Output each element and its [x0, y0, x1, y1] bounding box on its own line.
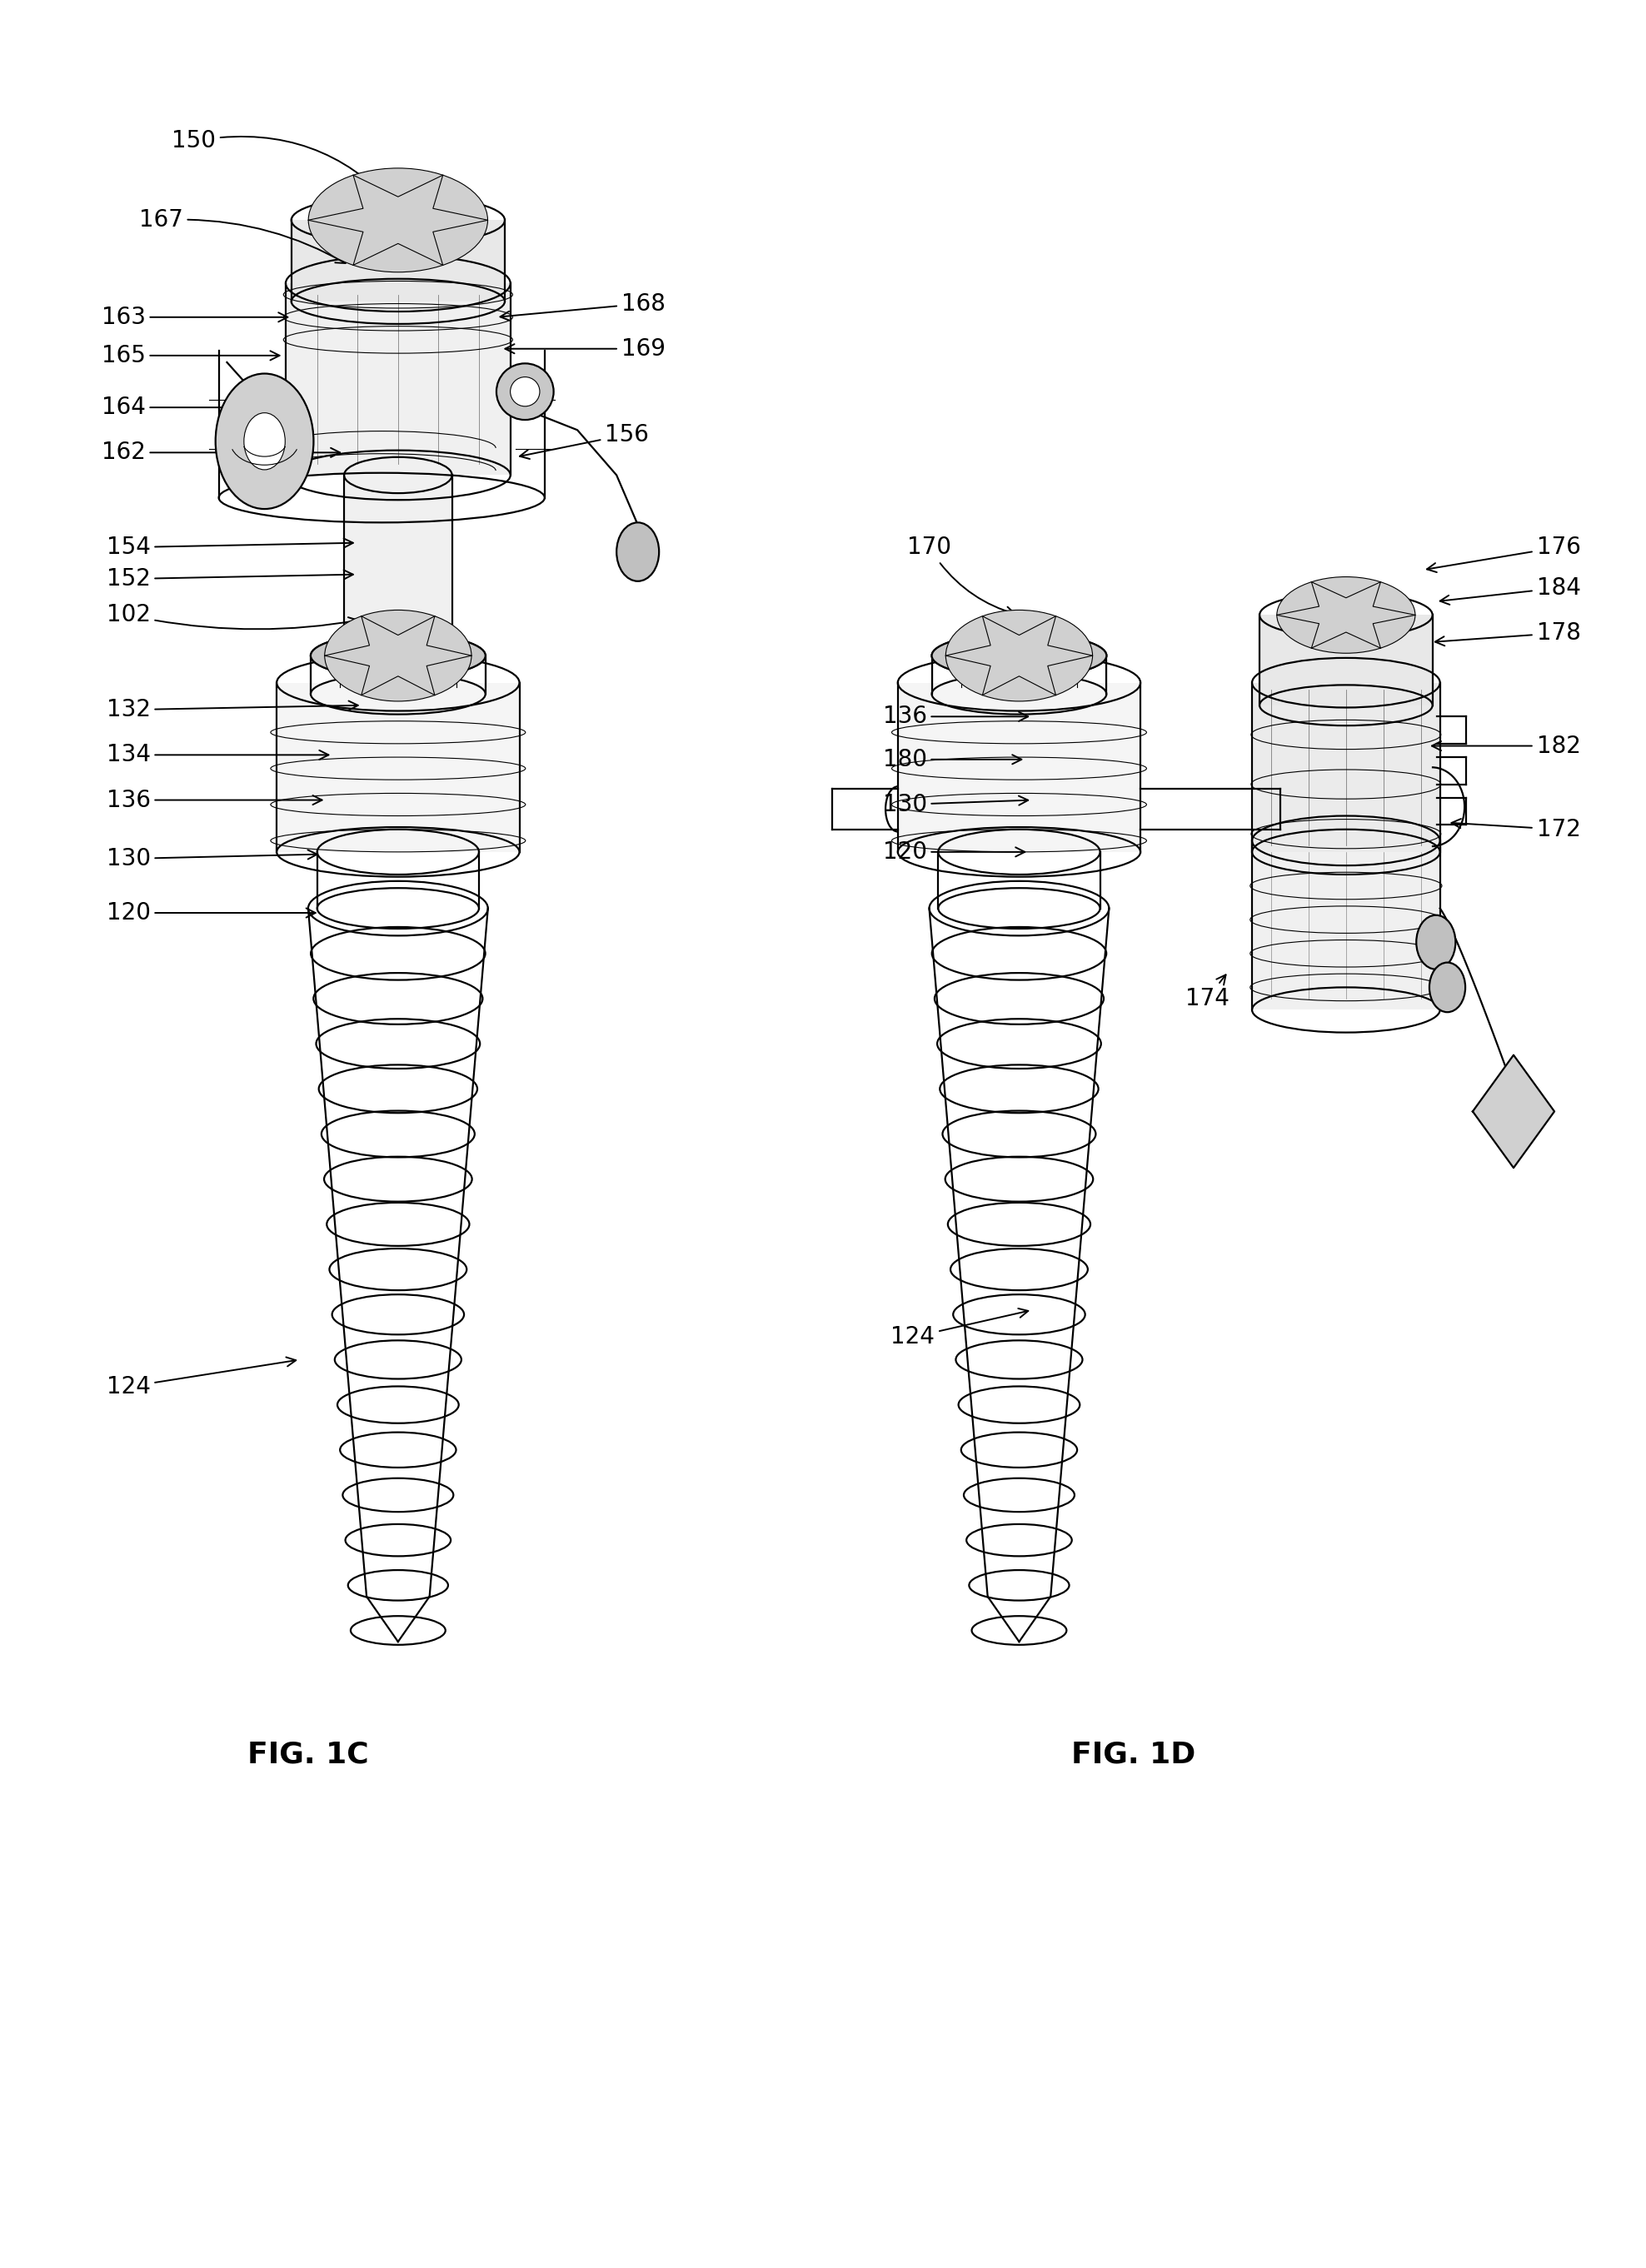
Polygon shape [1253, 841, 1440, 1009]
Circle shape [244, 413, 285, 469]
Text: 132: 132 [107, 699, 357, 721]
Text: FIG. 1D: FIG. 1D [1072, 1740, 1195, 1769]
Polygon shape [344, 474, 453, 655]
Text: 165: 165 [102, 345, 280, 367]
Text: 178: 178 [1435, 621, 1580, 646]
Polygon shape [1259, 615, 1432, 705]
Text: 170: 170 [907, 535, 1016, 617]
Ellipse shape [308, 168, 487, 272]
Circle shape [1416, 914, 1455, 968]
Text: 172: 172 [1452, 819, 1580, 841]
Ellipse shape [324, 610, 471, 701]
Text: 124: 124 [890, 1309, 1029, 1349]
Ellipse shape [311, 633, 486, 678]
Text: 176: 176 [1427, 535, 1580, 572]
Text: 168: 168 [500, 293, 665, 320]
Text: 130: 130 [107, 846, 318, 871]
Text: 184: 184 [1440, 576, 1580, 606]
Text: 169: 169 [505, 338, 665, 361]
Text: 180: 180 [882, 748, 1022, 771]
Text: 174: 174 [1185, 975, 1230, 1009]
Text: 152: 152 [107, 567, 352, 590]
Circle shape [1429, 962, 1465, 1012]
Text: 156: 156 [520, 422, 649, 458]
Text: 154: 154 [107, 535, 352, 558]
Ellipse shape [1277, 576, 1416, 653]
Text: 150: 150 [171, 129, 403, 218]
Circle shape [617, 522, 658, 581]
Text: 163: 163 [102, 306, 288, 329]
Circle shape [216, 374, 314, 508]
Ellipse shape [932, 633, 1106, 678]
Text: 182: 182 [1432, 735, 1580, 758]
Polygon shape [277, 683, 520, 853]
Ellipse shape [946, 610, 1093, 701]
Polygon shape [1253, 683, 1440, 853]
Text: 167: 167 [138, 209, 346, 263]
Text: 130: 130 [882, 794, 1029, 816]
Ellipse shape [497, 363, 553, 420]
Text: 164: 164 [102, 397, 267, 420]
Polygon shape [286, 284, 510, 474]
Text: 162: 162 [102, 440, 341, 465]
Text: 134: 134 [107, 744, 329, 767]
Text: 124: 124 [107, 1356, 296, 1399]
Text: 102: 102 [107, 603, 359, 628]
Text: 120: 120 [882, 839, 1025, 864]
Text: 120: 120 [107, 900, 316, 925]
Polygon shape [1473, 1055, 1554, 1168]
Polygon shape [897, 683, 1141, 853]
Text: 136: 136 [882, 705, 1029, 728]
Ellipse shape [510, 376, 540, 406]
Text: FIG. 1C: FIG. 1C [247, 1740, 369, 1769]
Text: 136: 136 [107, 789, 323, 812]
Polygon shape [291, 220, 505, 302]
